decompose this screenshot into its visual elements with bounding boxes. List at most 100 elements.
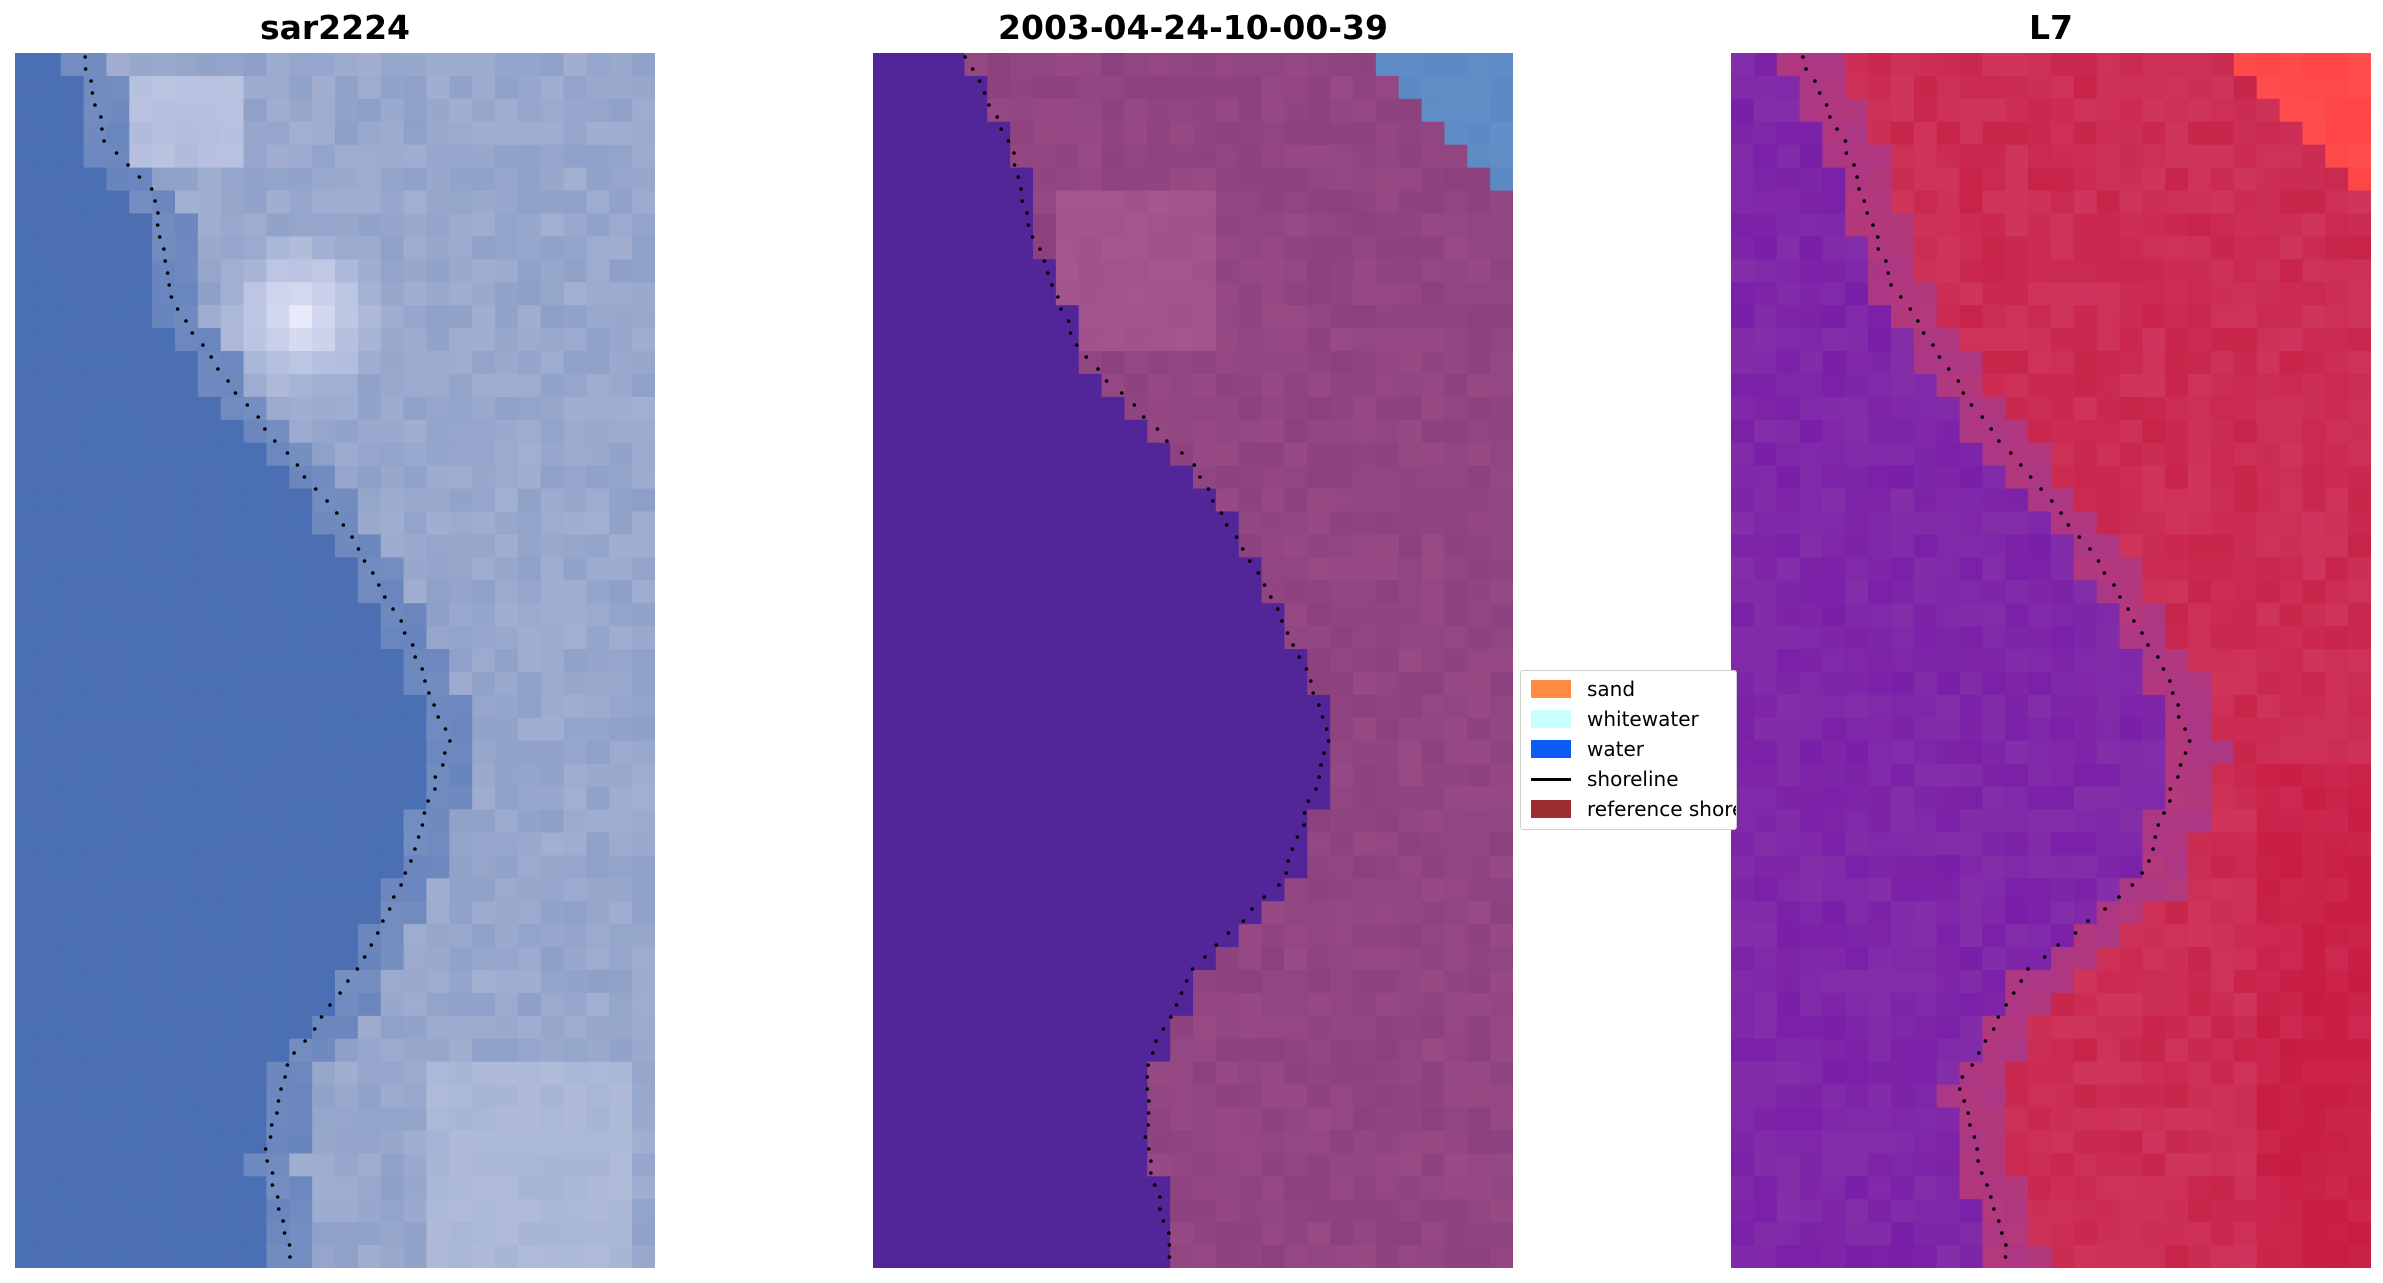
pixel-cell (2256, 144, 2281, 169)
pixel-cell (449, 282, 473, 306)
pixel-cell (1033, 1245, 1057, 1268)
pixel-cell (609, 465, 633, 490)
pixel-cell (495, 740, 519, 765)
pixel-cell (220, 1176, 245, 1200)
pixel-cell (2051, 534, 2075, 558)
pixel-cell (2188, 1015, 2212, 1040)
pixel-cell (2005, 419, 2029, 444)
pixel-cell (449, 1199, 473, 1223)
pixel-cell (197, 75, 222, 100)
pixel-cell (1330, 282, 1354, 306)
pixel-cell (1845, 98, 1869, 123)
pixel-cell (243, 1153, 268, 1177)
pixel-cell (2188, 305, 2212, 329)
pixel-cell (632, 626, 655, 650)
pixel-cell (1307, 626, 1331, 650)
pixel-cell (2302, 1038, 2326, 1063)
pixel-cell (335, 1015, 359, 1040)
pixel-cell (540, 167, 565, 192)
pixel-cell (2005, 901, 2029, 925)
pixel-cell (2051, 649, 2075, 673)
pixel-cell (2188, 167, 2212, 192)
pixel-cell (1913, 1222, 1938, 1246)
pixel-cell (449, 649, 473, 673)
pixel-cell (426, 1176, 450, 1200)
pixel-cell (1170, 809, 1194, 834)
pixel-cell (152, 1176, 176, 1200)
pixel-cell (2302, 832, 2326, 856)
pixel-cell (15, 373, 39, 398)
shoreline-dot (1886, 271, 1890, 275)
pixel-cell (2119, 626, 2144, 650)
shoreline-dot (1224, 523, 1229, 527)
pixel-cell (152, 832, 176, 856)
pixel-cell (1330, 580, 1354, 604)
pixel-cell (1193, 1245, 1217, 1268)
pixel-cell (1982, 992, 2006, 1017)
pixel-cell (83, 694, 108, 719)
pixel-cell (1490, 1107, 1513, 1132)
pixel-cell (37, 786, 62, 811)
pixel-cell (1421, 190, 1446, 215)
pixel-cell (1444, 75, 1468, 100)
pixel-cell (152, 465, 176, 490)
pixel-cell (495, 1084, 519, 1109)
pixel-cell (312, 144, 336, 169)
pixel-cell (1238, 282, 1263, 306)
pixel-cell (495, 534, 519, 558)
shoreline-dot (1068, 331, 1073, 335)
pixel-cell (60, 1061, 85, 1086)
pixel-cell (873, 717, 897, 742)
pixel-cell (37, 671, 62, 696)
pixel-cell (632, 878, 655, 902)
pixel-cell (60, 694, 85, 719)
pixel-cell (1891, 901, 1915, 925)
pixel-cell (1033, 396, 1057, 421)
shoreline-dot (422, 811, 427, 815)
shoreline-dot (2153, 835, 2158, 839)
pixel-cell (2051, 419, 2075, 444)
pixel-cell (1982, 740, 2006, 765)
pixel-cell (312, 396, 336, 421)
pixel-cell (2325, 924, 2349, 948)
pixel-cell (1353, 626, 1377, 650)
pixel-cell (243, 259, 268, 283)
pixel-cell (1731, 580, 1755, 604)
pixel-cell (83, 580, 108, 604)
pixel-cell (2165, 442, 2189, 467)
shoreline-dot (1962, 1099, 1966, 1103)
pixel-cell (632, 580, 655, 604)
pixel-cell (1238, 694, 1263, 719)
pixel-cell (1375, 511, 1400, 536)
pixel-cell (197, 1222, 222, 1246)
pixel-cell (632, 236, 655, 260)
pixel-cell (2325, 282, 2349, 306)
pixel-cell (1101, 190, 1126, 215)
pixel-cell (1238, 190, 1263, 215)
pixel-cell (1375, 557, 1400, 581)
pixel-cell (129, 1153, 153, 1177)
pixel-cell (1375, 924, 1400, 948)
pixel-cell (1982, 763, 2006, 788)
pixel-cell (1284, 167, 1308, 192)
pixel-cell (472, 328, 496, 352)
pixel-cell (15, 626, 39, 650)
pixel-cell (1799, 236, 1824, 260)
pixel-cell (403, 373, 428, 398)
pixel-cell (1033, 305, 1057, 329)
pixel-cell (2233, 465, 2258, 490)
shoreline-dot (402, 631, 407, 635)
pixel-cell (1891, 580, 1915, 604)
panel-classified-image (873, 53, 1513, 1268)
pixel-cell (15, 1084, 39, 1109)
pixel-cell (1124, 465, 1148, 490)
pixel-cell (873, 855, 897, 879)
pixel-cell (2325, 671, 2349, 696)
pixel-cell (1421, 98, 1446, 123)
pixel-cell (1490, 1222, 1513, 1246)
pixel-cell (2028, 992, 2052, 1017)
pixel-cell (1891, 809, 1915, 834)
pixel-cell (197, 1015, 222, 1040)
pixel-cell (1753, 328, 1778, 352)
pixel-cell (106, 1038, 130, 1063)
